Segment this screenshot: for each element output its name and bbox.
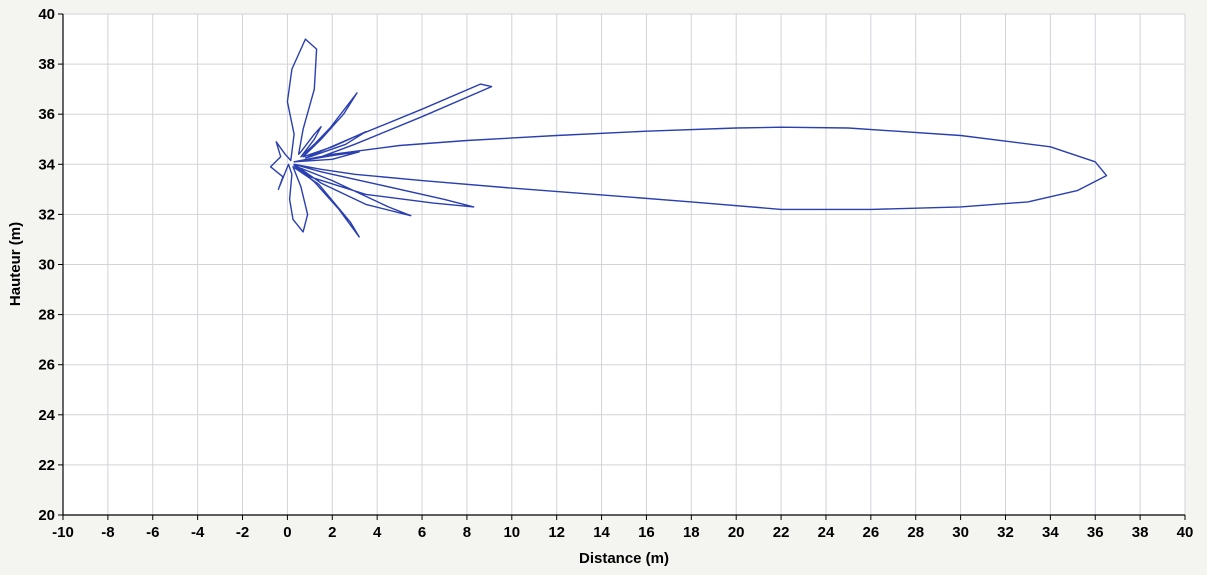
x-tick-label: 32 [997,524,1014,541]
x-tick-label: 38 [1132,524,1149,541]
y-tick-label: 22 [38,457,55,474]
x-tick-label: 2 [328,524,336,541]
y-tick-label: 32 [38,206,55,223]
y-tick-label: 24 [38,407,55,424]
x-tick-label: 24 [818,524,835,541]
x-tick-label: 14 [593,524,610,541]
y-tick-label: 28 [38,307,55,324]
x-tick-label: 30 [952,524,969,541]
x-tick-label: -8 [101,524,114,541]
y-axis-label: Hauteur (m) [7,222,24,306]
x-tick-label: 20 [728,524,745,541]
y-tick-label: 20 [38,507,55,524]
x-tick-label: 22 [773,524,790,541]
x-tick-label: 12 [548,524,565,541]
y-tick-label: 36 [38,106,55,123]
x-tick-label: 40 [1177,524,1194,541]
x-tick-label: 34 [1042,524,1059,541]
y-tick-label: 34 [38,156,55,173]
y-tick-label: 30 [38,257,55,274]
x-tick-label: 10 [503,524,520,541]
x-tick-label: -2 [236,524,249,541]
x-tick-label: 16 [638,524,655,541]
y-tick-label: 26 [38,357,55,374]
x-tick-label: 36 [1087,524,1104,541]
x-tick-label: 28 [907,524,924,541]
radiation-pattern-line [269,38,1108,238]
x-tick-label: 18 [683,524,700,541]
y-tick-label: 38 [38,56,55,73]
x-tick-label: 8 [463,524,471,541]
x-tick-label: -6 [146,524,159,541]
x-axis-label: Distance (m) [579,550,669,567]
tick-labels: -10 -8 -6 -4 -2 0 2 4 6 8 10 12 14 16 18 20 22 24 26 28 30 32… [38,6,1193,541]
y-tick-label: 40 [38,6,55,23]
series-layer [269,38,1108,238]
x-tick-label: 26 [862,524,879,541]
x-tick-label: 6 [418,524,426,541]
x-tick-label: 4 [373,524,382,541]
x-tick-label: -4 [191,524,205,541]
x-tick-label: -10 [52,524,74,541]
x-tick-label: 0 [283,524,291,541]
